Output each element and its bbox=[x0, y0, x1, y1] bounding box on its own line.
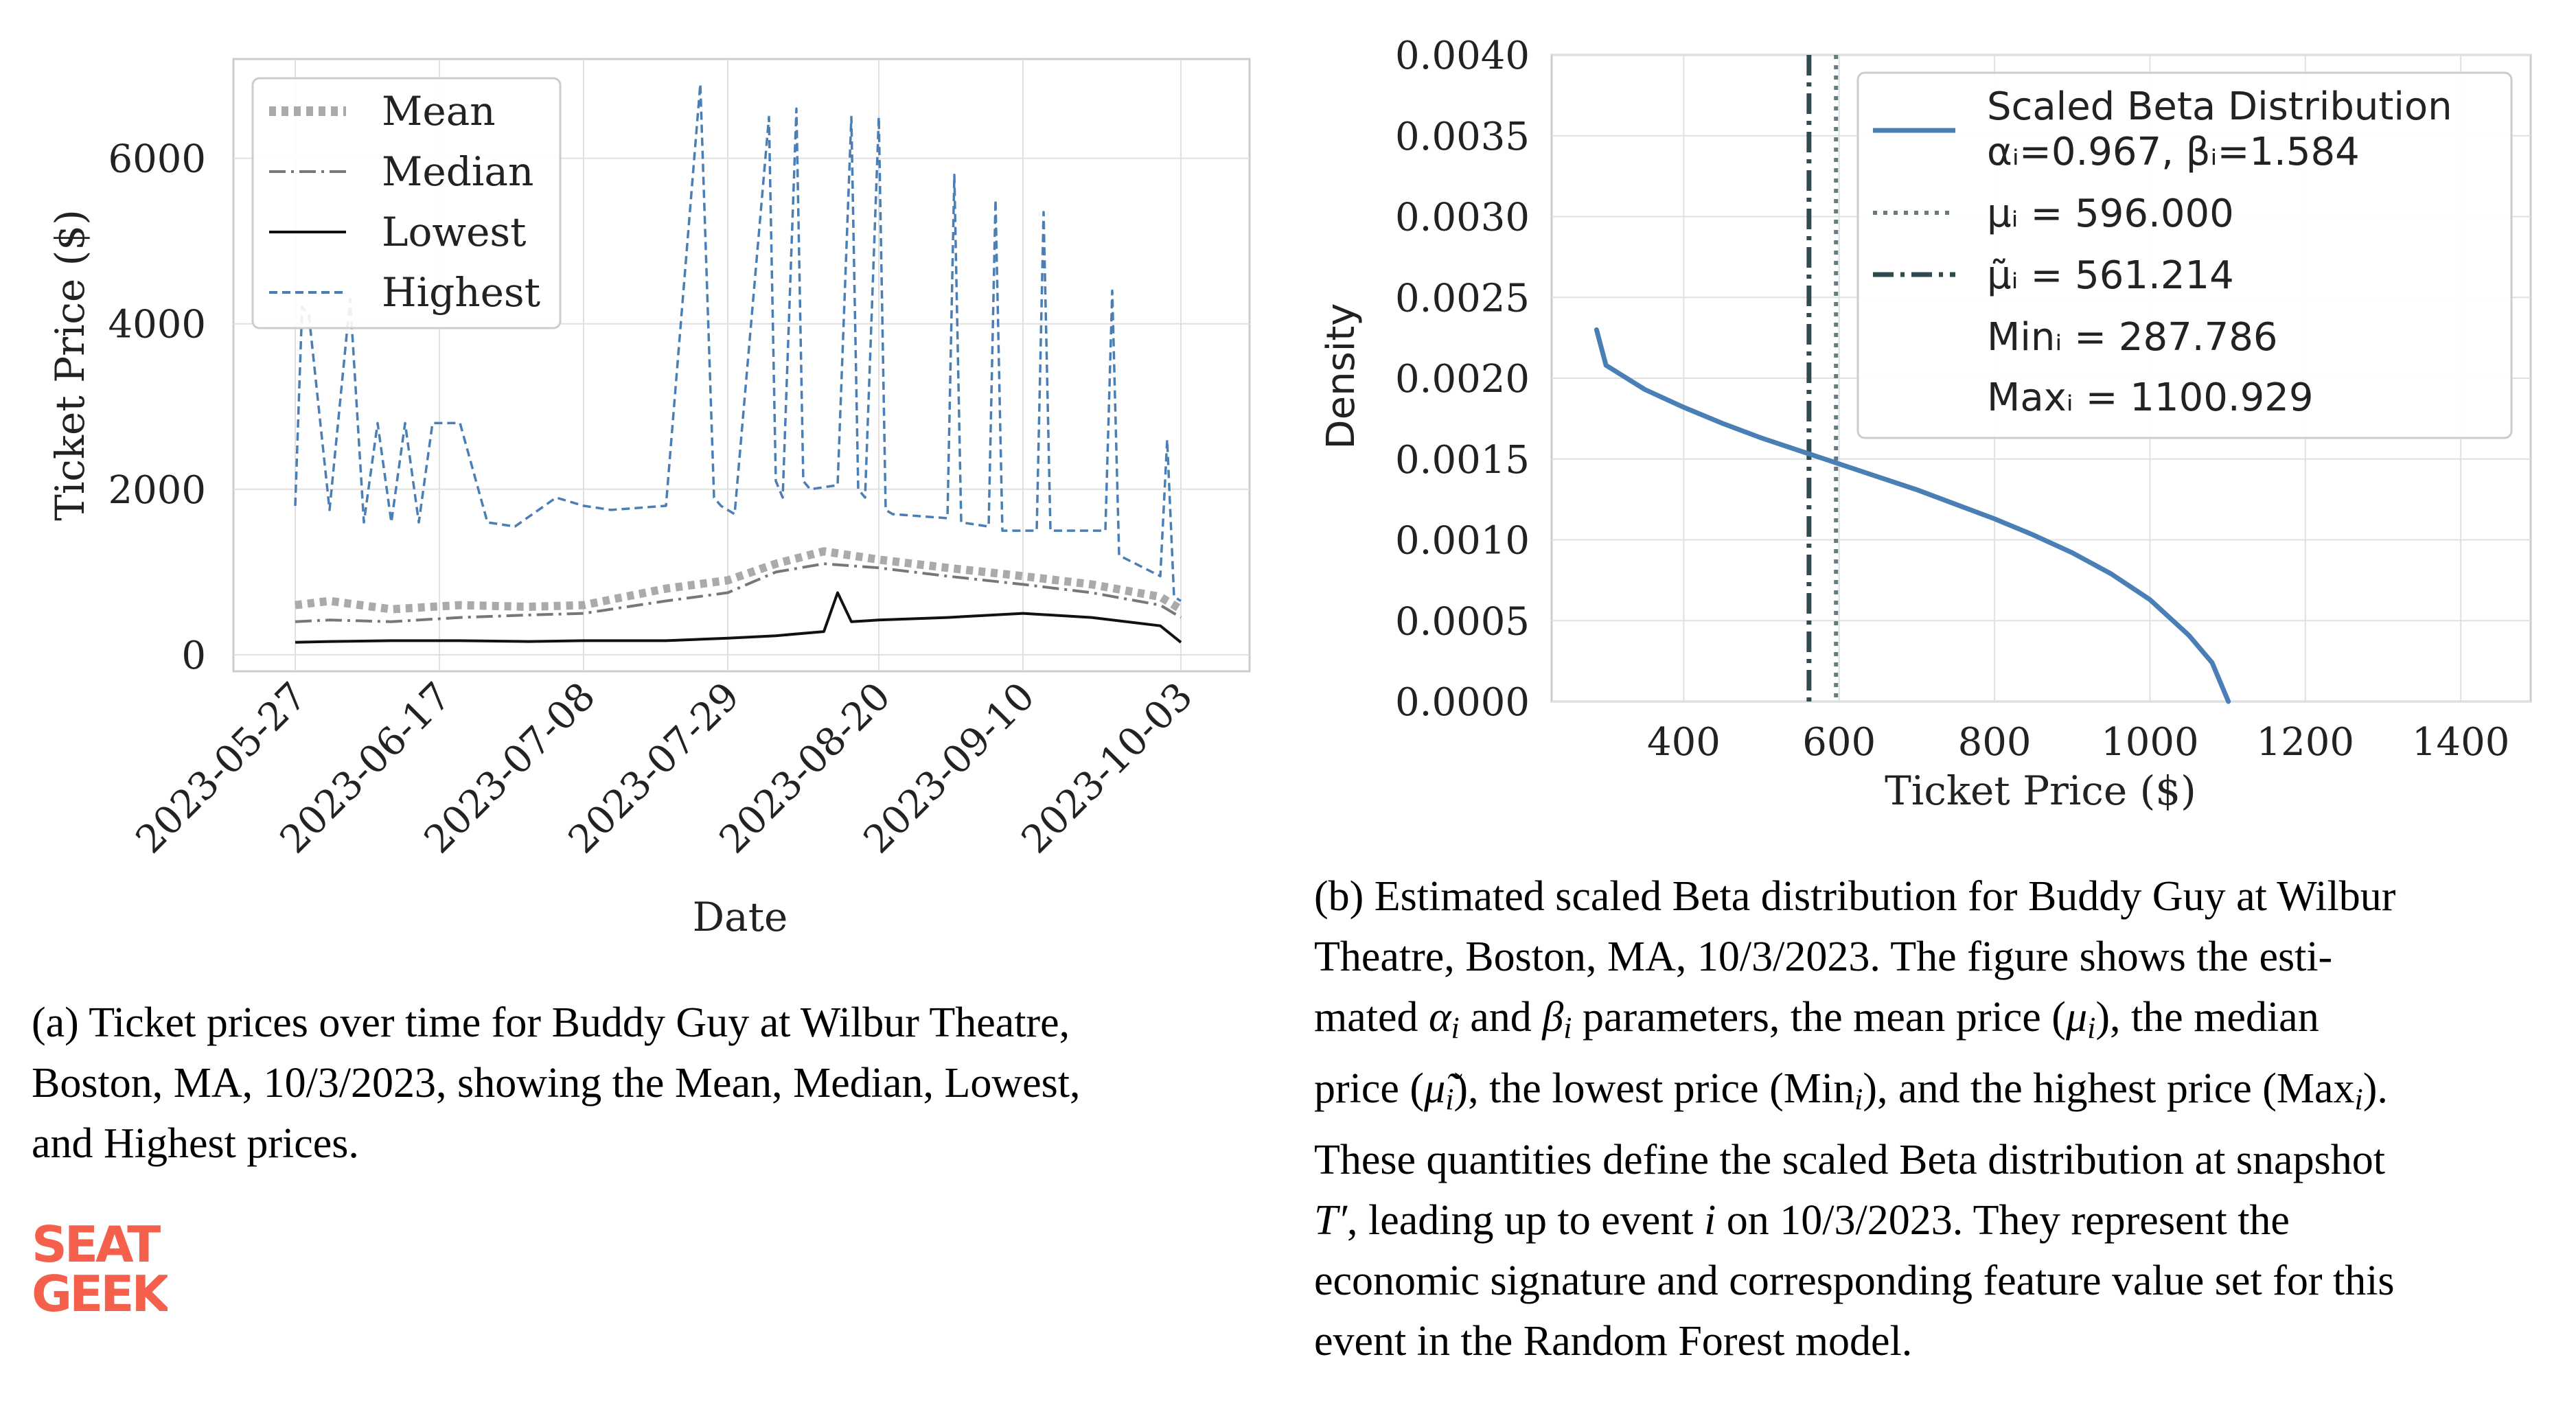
right-xtick-label: 1000 bbox=[2101, 720, 2199, 765]
caption-b-line: Theatre, Boston, MA, 10/3/2023. The figu… bbox=[1314, 934, 2333, 980]
right-xtick-label: 1200 bbox=[2257, 720, 2355, 765]
right-xtick-label: 1400 bbox=[2412, 720, 2510, 765]
left-ytick-label: 0 bbox=[181, 634, 206, 678]
caption-b: (b) Estimated scaled Beta distribution f… bbox=[1314, 866, 2557, 1371]
caption-b-line: economic signature and corresponding fea… bbox=[1314, 1257, 2395, 1304]
series-line-highest bbox=[294, 82, 1182, 603]
beta-density-curve bbox=[1594, 327, 2231, 704]
right-ytick-label: 0.0005 bbox=[1395, 599, 1530, 644]
legend-beta-label: Scaled Beta Distribution bbox=[1987, 84, 2452, 129]
right-ytick-label: 0.0025 bbox=[1395, 276, 1530, 321]
caption-b-line: mated αi and βi parameters, the mean pri… bbox=[1314, 994, 2319, 1045]
right-xtick-label: 400 bbox=[1647, 720, 1721, 765]
right-ytick-label: 0.0030 bbox=[1395, 196, 1530, 240]
right-xlabel: Ticket Price ($) bbox=[1885, 767, 2196, 814]
legend-min-label: Minᵢ = 287.786 bbox=[1987, 315, 2277, 360]
right-xtick-label: 600 bbox=[1802, 720, 1876, 765]
caption-b-line: price (μ̃i), the lowest price (Mini), an… bbox=[1314, 1065, 2388, 1116]
caption-a-line: Boston, MA, 10/3/2023, showing the Mean,… bbox=[32, 1060, 1081, 1106]
legend-highest-label: Highest bbox=[382, 269, 540, 316]
right-ytick-label: 0.0010 bbox=[1395, 519, 1530, 564]
right-ytick-label: 0.0000 bbox=[1395, 680, 1530, 725]
right-ylabel: Density bbox=[1319, 303, 1364, 450]
caption-b-line: T′, leading up to event i on 10/3/2023. … bbox=[1314, 1197, 2290, 1244]
caption-a-line: and Highest prices. bbox=[32, 1120, 359, 1167]
caption-b-line: (b) Estimated scaled Beta distribution f… bbox=[1314, 873, 2396, 920]
legend-median-label: Median bbox=[382, 148, 533, 195]
right-ytick-label: 0.0040 bbox=[1395, 34, 1530, 78]
left-xtick-label: 2023-10-03 bbox=[1013, 674, 1201, 862]
left-legend: Mean Median Lowest Highest bbox=[251, 77, 562, 329]
right-ytick-label: 0.0015 bbox=[1395, 438, 1530, 483]
left-ytick-label: 4000 bbox=[108, 303, 206, 347]
right-ytick-label: 0.0035 bbox=[1395, 115, 1530, 159]
caption-a: (a) Ticket prices over time for Buddy Gu… bbox=[32, 993, 1281, 1174]
series-line-lowest bbox=[295, 591, 1182, 644]
caption-b-line: event in the Random Forest model. bbox=[1314, 1318, 1913, 1365]
caption-b-line: These quantities define the scaled Beta … bbox=[1314, 1137, 2385, 1183]
legend-mean-label: Mean bbox=[382, 88, 496, 135]
legend-max-label: Maxᵢ = 1100.929 bbox=[1987, 375, 2314, 420]
right-ytick-label: 0.0020 bbox=[1395, 357, 1530, 402]
caption-a-line: (a) Ticket prices over time for Buddy Gu… bbox=[32, 999, 1070, 1046]
beta-distribution-chart: 0.0000 0.0005 0.0010 0.0015 0.0020 0.0025 0.00… bbox=[1319, 34, 2532, 814]
right-xtick-label: 800 bbox=[1958, 720, 2032, 765]
seatgeek-logo: SEAT GEEK bbox=[32, 1216, 168, 1319]
series-line-mean bbox=[295, 547, 1184, 614]
right-legend: Scaled Beta Distribution αᵢ=0.967, βᵢ=1.… bbox=[1856, 71, 2513, 439]
left-ylabel: Ticket Price ($) bbox=[47, 209, 93, 521]
left-ytick-label: 6000 bbox=[108, 137, 206, 182]
logo-line-1: SEAT bbox=[32, 1216, 161, 1273]
logo-line-2: GEEK bbox=[32, 1265, 168, 1319]
left-ytick-label: 2000 bbox=[108, 468, 206, 513]
legend-beta-params: αᵢ=0.967, βᵢ=1.584 bbox=[1987, 130, 2360, 174]
series-line-median bbox=[295, 562, 1182, 623]
legend-lowest-label: Lowest bbox=[382, 209, 526, 255]
legend-median-label: μ̃ᵢ = 561.214 bbox=[1987, 253, 2234, 298]
legend-mu-label: μᵢ = 596.000 bbox=[1987, 192, 2234, 236]
left-xlabel: Date bbox=[693, 894, 788, 940]
